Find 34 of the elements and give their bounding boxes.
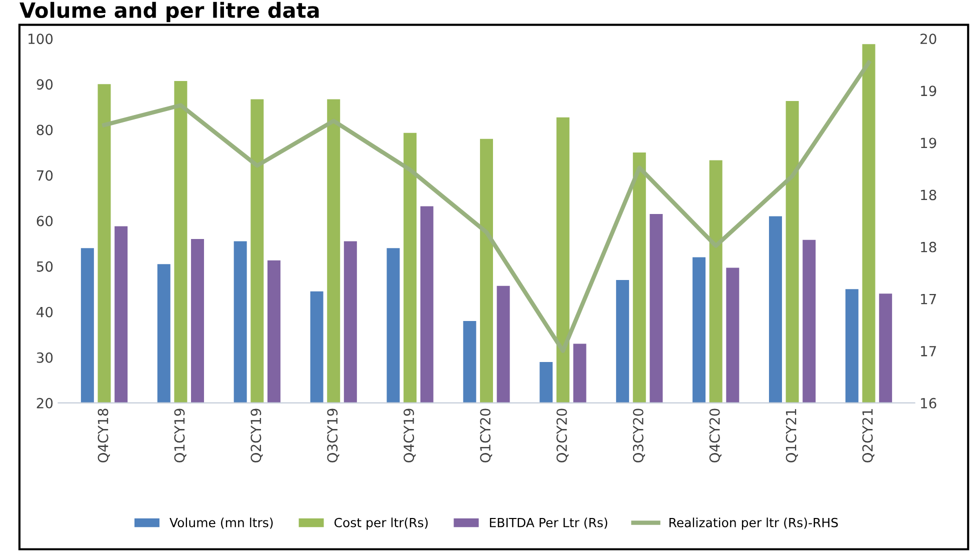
y2-tick-label: 19 bbox=[921, 138, 936, 148]
x-tick-label: Q3CY19 bbox=[327, 408, 340, 462]
y-tick-label: 60 bbox=[36, 216, 53, 226]
y2-tick-label: 18 bbox=[921, 242, 936, 252]
y-tick-label: 100 bbox=[28, 34, 53, 44]
y2-tick-label: 16 bbox=[921, 398, 936, 408]
y-tick-label: 50 bbox=[36, 261, 53, 272]
legend-label: EBITDA Per Ltr (Rs) bbox=[490, 518, 608, 529]
y2-tick-label: 18 bbox=[921, 190, 936, 200]
y-tick-label: 30 bbox=[36, 352, 53, 363]
x-tick-label: Q2CY20 bbox=[556, 408, 569, 462]
line-series bbox=[102, 60, 871, 353]
x-tick-label: Q1CY20 bbox=[480, 408, 492, 462]
y2-tick-label: 20 bbox=[920, 34, 936, 44]
y-tick-label: 80 bbox=[36, 124, 53, 136]
x-tick-label: Q4CY19 bbox=[404, 408, 416, 462]
y-tick-label: 70 bbox=[36, 170, 53, 181]
y-tick-label: 20 bbox=[36, 398, 53, 408]
x-tick-label: Q4CY20 bbox=[709, 408, 722, 462]
y2-tick-label: 17 bbox=[921, 294, 936, 304]
y2-tick-label: 17 bbox=[921, 346, 936, 356]
x-tick-label: Q2CY19 bbox=[250, 408, 263, 462]
y-tick-label: 90 bbox=[36, 79, 53, 90]
legend-label: Cost per ltr(Rs) bbox=[334, 518, 428, 530]
legend-label: Volume (mn ltrs) bbox=[170, 518, 273, 529]
y-tick-label: 40 bbox=[36, 306, 53, 318]
x-tick-label: Q1CY19 bbox=[174, 408, 186, 462]
chart-title: Volume and per litre data bbox=[20, 2, 319, 22]
x-tick-label: Q2CY21 bbox=[862, 409, 874, 462]
x-tick-label: Q1CY21 bbox=[786, 409, 798, 462]
y2-tick-label: 19 bbox=[921, 86, 936, 96]
legend-label: Realization per ltr (Rs)-RHS bbox=[670, 518, 838, 530]
x-tick-label: Q3CY20 bbox=[632, 408, 646, 462]
x-tick-label: Q4CY18 bbox=[98, 408, 110, 462]
